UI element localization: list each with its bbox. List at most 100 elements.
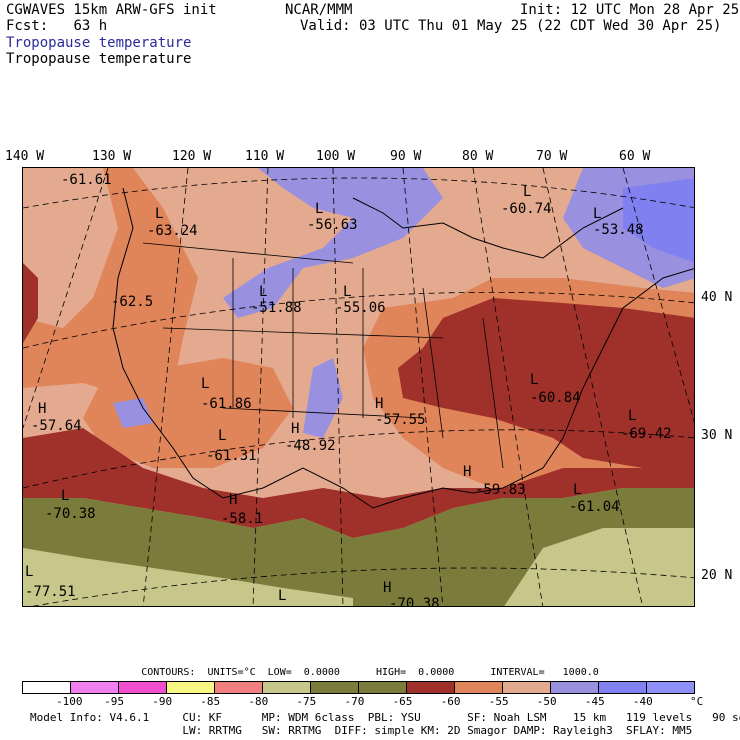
field-region bbox=[23, 168, 118, 328]
extremum-value: -59.83 bbox=[475, 482, 526, 498]
legend-tick-label: -100 bbox=[56, 695, 83, 708]
extremum-value: -57.55 bbox=[375, 412, 426, 428]
legend-tick-label: -85 bbox=[200, 695, 221, 708]
extremum-value: -56.63 bbox=[307, 217, 358, 233]
tropopause-temperature-map: -61.61 L -63.24 L -56.63 L -60.74 L -53.… bbox=[23, 168, 694, 607]
contours-info: CONTOURS: UNITS=°C LOW= 0.0000 HIGH= 0.0… bbox=[141, 667, 599, 678]
lon-label: 60 W bbox=[619, 149, 651, 164]
lat-lon-grid bbox=[23, 168, 694, 606]
extremum-symbol: L bbox=[628, 408, 636, 424]
extremum-symbol: H bbox=[383, 580, 391, 596]
fcst-label: Fcst: bbox=[6, 18, 49, 34]
extremum-symbol: H bbox=[463, 464, 471, 480]
field-region bbox=[223, 168, 443, 318]
lon-label: 100 W bbox=[316, 149, 356, 164]
legend-swatch bbox=[407, 682, 455, 693]
extremum-symbol: H bbox=[375, 396, 383, 412]
legend-tick-label: -65 bbox=[392, 695, 413, 708]
legend-swatch bbox=[359, 682, 407, 693]
extremum-value: -61.31 bbox=[206, 448, 257, 464]
lon-label: 90 W bbox=[390, 149, 422, 164]
field-region bbox=[23, 548, 353, 606]
legend-tick-label: -45 bbox=[584, 695, 605, 708]
model-info-line2: LW: RRTMG SW: RRTMG DIFF: simple KM: 2D … bbox=[30, 724, 693, 737]
legend-tick-label: -55 bbox=[488, 695, 509, 708]
state-borders bbox=[142, 242, 504, 469]
extremum-value: -70.38 bbox=[389, 596, 440, 607]
extremum-value: -51.88 bbox=[251, 300, 302, 316]
legend-unit: °C bbox=[690, 695, 704, 708]
model-info-line1: Model Info: V4.6.1 CU: KF MP: WDM 6class… bbox=[30, 711, 740, 724]
lon-label: 110 W bbox=[245, 149, 285, 164]
extremum-value: -48.92 bbox=[285, 438, 336, 454]
forecast-hour: Fcst: 63 h bbox=[6, 18, 107, 34]
lon-label: 70 W bbox=[536, 149, 568, 164]
legend-swatch bbox=[119, 682, 167, 693]
field-region bbox=[83, 358, 293, 468]
extremum-symbol: L bbox=[259, 284, 267, 300]
extremum-value: -61.04 bbox=[569, 499, 620, 515]
lon-label: 120 W bbox=[172, 149, 212, 164]
extremum-symbol: L bbox=[61, 488, 69, 504]
model-title: CGWAVES 15km ARW-GFS init bbox=[6, 2, 217, 18]
legend-tick-label: -90 bbox=[152, 695, 173, 708]
field-region bbox=[504, 528, 694, 606]
extremum-symbol: H bbox=[229, 492, 237, 508]
extremum-value: -61.61 bbox=[61, 172, 112, 188]
extremum-value: -53.48 bbox=[593, 222, 644, 238]
extremum-value: -70.38 bbox=[45, 506, 96, 522]
legend-swatch bbox=[455, 682, 503, 693]
legend-tick-label: -75 bbox=[296, 695, 317, 708]
extremum-value: -60.84 bbox=[530, 390, 581, 406]
lon-label: 140 W bbox=[5, 149, 45, 164]
legend-swatch bbox=[23, 682, 71, 693]
extremum-symbol: L bbox=[315, 201, 323, 217]
extremum-value: -60.74 bbox=[501, 201, 552, 217]
legend-swatch bbox=[599, 682, 647, 693]
legend-tick-label: -80 bbox=[248, 695, 269, 708]
field-region bbox=[113, 398, 153, 428]
legend-swatch bbox=[215, 682, 263, 693]
extremum-value: -57.64 bbox=[31, 418, 82, 434]
extremum-symbol: H bbox=[38, 401, 46, 417]
legend-tick-label: -40 bbox=[632, 695, 653, 708]
organization: NCAR/MMM bbox=[285, 2, 353, 18]
init-time: Init: 12 UTC Mon 28 Apr 25 bbox=[520, 2, 740, 18]
lon-label: 80 W bbox=[462, 149, 494, 164]
extremum-symbol: L bbox=[593, 206, 601, 222]
lat-label: 30 N bbox=[701, 428, 733, 443]
extremum-symbol: L bbox=[25, 564, 33, 580]
field-region bbox=[303, 358, 343, 438]
extremum-symbol: L bbox=[218, 428, 226, 444]
extremum-symbol: L bbox=[573, 482, 581, 498]
extremum-value: -69.42 bbox=[621, 426, 672, 442]
legend-swatch bbox=[167, 682, 215, 693]
extremum-symbol: L bbox=[278, 588, 286, 604]
valid-time: Valid: 03 UTC Thu 01 May 25 (22 CDT Wed … bbox=[300, 18, 722, 34]
extremum-value: -55.06 bbox=[335, 300, 386, 316]
color-legend bbox=[22, 681, 695, 694]
extrema-labels: -61.61 L -63.24 L -56.63 L -60.74 L -53.… bbox=[25, 172, 672, 607]
legend-tick-label: -70 bbox=[344, 695, 365, 708]
lat-label: 40 N bbox=[701, 290, 733, 305]
extremum-value: -77.51 bbox=[25, 584, 76, 600]
legend-swatch bbox=[71, 682, 119, 693]
extremum-value: -62.5 bbox=[111, 294, 153, 310]
legend-swatch bbox=[311, 682, 359, 693]
fcst-value: 63 h bbox=[73, 18, 108, 34]
extremum-value: -58.1 bbox=[221, 511, 263, 527]
legend-tick-label: -50 bbox=[536, 695, 557, 708]
coastlines bbox=[112, 187, 694, 509]
lon-label: 130 W bbox=[92, 149, 132, 164]
extremum-symbol: H bbox=[291, 421, 299, 437]
field-region bbox=[23, 428, 694, 538]
field-title-secondary: Tropopause temperature bbox=[6, 51, 192, 67]
extremum-symbol: L bbox=[155, 206, 163, 222]
legend-swatch bbox=[551, 682, 599, 693]
field-region bbox=[23, 263, 38, 343]
field-title-primary: Tropopause temperature bbox=[6, 35, 192, 51]
extremum-symbol: L bbox=[523, 184, 531, 200]
extremum-symbol: L bbox=[343, 284, 351, 300]
legend-swatch bbox=[503, 682, 551, 693]
lat-label: 20 N bbox=[701, 568, 733, 583]
